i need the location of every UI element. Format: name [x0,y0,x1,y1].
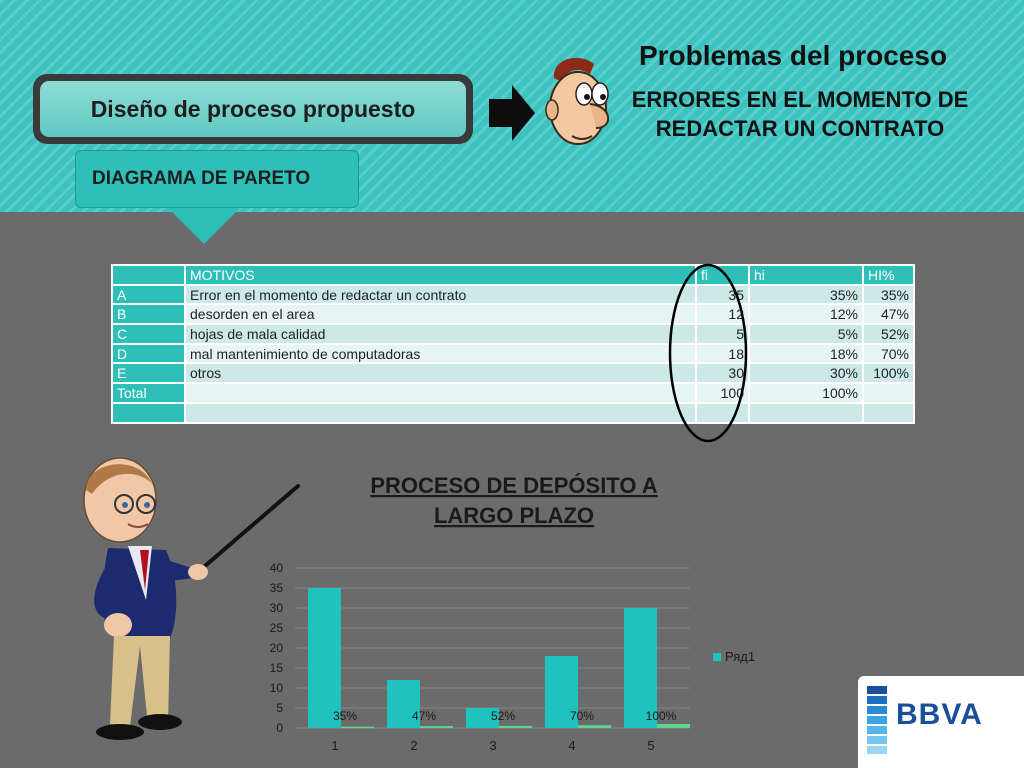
y-tick-label: 0 [276,721,283,735]
row-fi: 5 [695,323,750,345]
data-label: 52% [491,709,515,723]
row-Hi [862,382,915,404]
row-motivo: desorden en el area [184,303,697,326]
row-key: Total [111,382,186,404]
table-row: A Error en el momento de redactar un con… [111,283,915,306]
row-fi: 18 [695,342,750,365]
title-box: Diseño de proceso propuesto [33,74,473,144]
y-tick-label: 40 [270,561,284,575]
y-tick-label: 5 [276,701,283,715]
row-key: A [111,283,186,306]
pareto-chart: PROCESO DE DEPÓSITO A LARGO PLAZO 051015… [270,473,755,753]
bbva-logo: BBVA [858,676,1024,768]
cumulative-bar [499,725,532,728]
row-key: C [111,323,186,345]
y-tick-label: 30 [270,601,284,615]
legend-label: Ряд1 [725,649,755,664]
table-header-row: MOTIVOS fi hi HI% [111,264,915,286]
row-key: E [111,362,186,385]
logo-stripes-icon [867,686,887,754]
y-tick-label: 20 [270,641,284,655]
x-tick-label: 5 [647,738,654,753]
x-tick-label: 1 [331,738,338,753]
row-motivo: mal mantenimiento de computadoras [184,342,697,365]
cumulative-bars: 35% 47% 52% 70% 100% [333,709,690,729]
table-header-cell: hi [748,264,864,286]
logo-text: BBVA [896,698,983,731]
subheading-line1: ERRORES EN EL MOMENTO DE [631,87,969,112]
x-axis-ticks: 1 2 3 4 5 [331,738,654,753]
bar [466,708,499,728]
row-hi: 100% [748,382,864,404]
row-motivo: Error en el momento de redactar un contr… [184,283,697,306]
row-motivo [184,382,697,404]
cumulative-bar [420,726,453,728]
data-label: 47% [412,709,436,723]
pareto-tab: DIAGRAMA DE PARETO [75,150,359,208]
y-tick-label: 15 [270,661,284,675]
row-Hi: 52% [862,323,915,345]
legend-swatch [713,653,721,661]
row-Hi [862,401,915,424]
table-row: E otros 30 30% 100% [111,362,915,385]
row-hi: 30% [748,362,864,385]
row-key: B [111,303,186,326]
y-axis-ticks: 0 5 10 15 20 25 30 35 40 [270,561,284,735]
table-row: C hojas de mala calidad 5 5% 52% [111,323,915,345]
title-box-label: Diseño de proceso propuesto [40,81,466,137]
table-header-cell: MOTIVOS [184,264,697,286]
data-label: 100% [646,709,677,723]
bar [545,656,578,728]
table-row: B desorden en el area 12 12% 47% [111,303,915,326]
row-fi: 35 [695,283,750,306]
row-key [111,401,186,424]
row-hi [748,401,864,424]
y-tick-label: 10 [270,681,284,695]
row-hi: 5% [748,323,864,345]
row-hi: 18% [748,342,864,365]
teacher-pointer-icon [83,457,300,740]
row-Hi: 35% [862,283,915,306]
cumulative-bar [578,725,611,728]
chart-title-line2: LARGO PLAZO [434,503,594,528]
x-tick-label: 4 [568,738,575,753]
pareto-table: MOTIVOS fi hi HI% A Error en el momento … [111,264,915,424]
row-hi: 12% [748,303,864,326]
bar [387,680,420,728]
table-row: Total 100 100% [111,382,915,404]
table-row [111,401,915,424]
row-Hi: 100% [862,362,915,385]
x-tick-label: 3 [489,738,496,753]
bars [308,588,657,728]
row-motivo: otros [184,362,697,385]
bar [308,588,341,728]
data-label: 70% [570,709,594,723]
fi-column-highlight-ellipse [668,263,748,443]
y-tick-label: 35 [270,581,284,595]
bar [624,608,657,728]
row-fi: 30 [695,362,750,385]
cumulative-bar [341,726,374,729]
row-key: D [111,342,186,365]
data-label: 35% [333,709,357,723]
row-motivo: hojas de mala calidad [184,323,697,345]
row-hi: 35% [748,283,864,306]
arrow-right-icon [489,85,535,141]
subheading: ERRORES EN EL MOMENTO DE REDACTAR UN CON… [605,85,995,143]
table-row: D mal mantenimiento de computadoras 18 1… [111,342,915,365]
row-fi [695,401,750,424]
table-header-cell [111,264,186,286]
x-tick-label: 2 [410,738,417,753]
cartoon-face-icon [545,57,609,145]
table-header-cell: HI% [862,264,915,286]
subheading-line2: REDACTAR UN CONTRATO [655,116,945,141]
row-Hi: 47% [862,303,915,326]
tab-pointer [168,208,240,244]
heading: Problemas del proceso [638,40,948,71]
chart-title-line1: PROCESO DE DEPÓSITO A [370,473,657,498]
row-Hi: 70% [862,342,915,365]
y-tick-label: 25 [270,621,284,635]
cumulative-bar [657,724,690,728]
row-motivo [184,401,697,424]
